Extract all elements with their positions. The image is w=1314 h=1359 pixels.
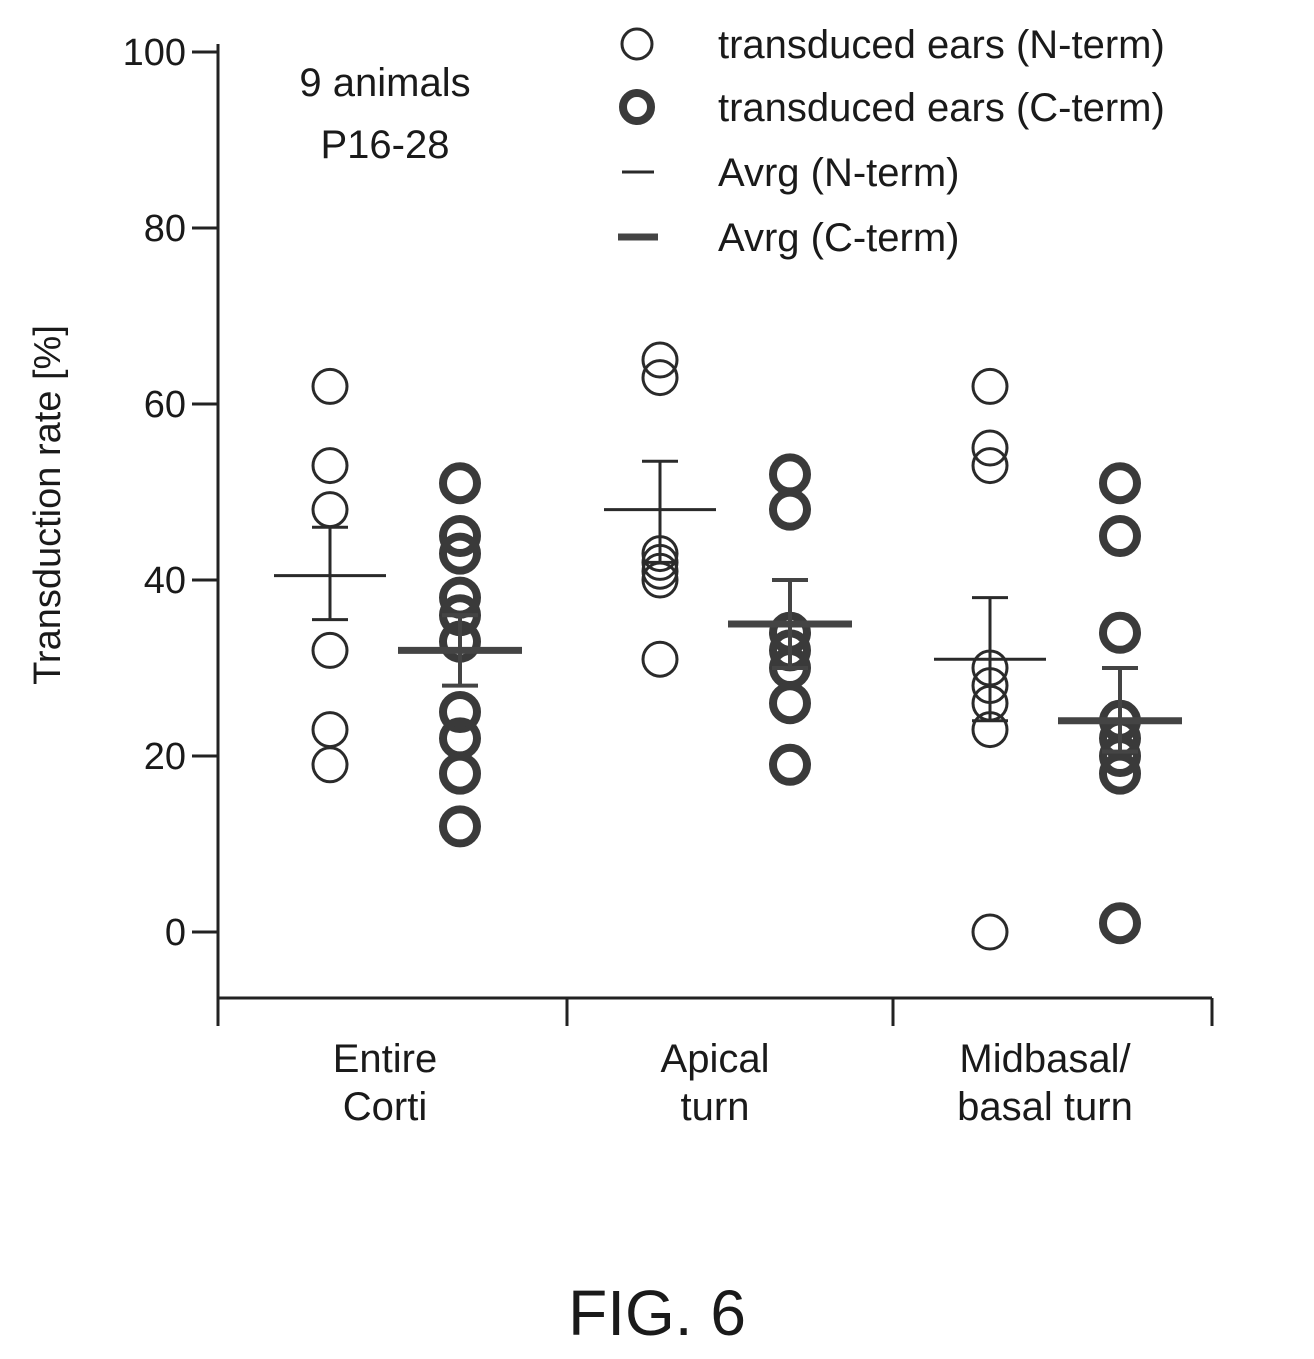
y-tick-label: 0 xyxy=(165,912,186,954)
y-tick-label: 20 xyxy=(144,736,186,778)
annotation: 9 animals P16-28 xyxy=(299,61,470,167)
category-label: Corti xyxy=(343,1085,427,1129)
point-c-term xyxy=(769,488,811,531)
y-tick-label: 40 xyxy=(144,560,186,602)
point-n-term xyxy=(971,429,1009,467)
point-c-term xyxy=(439,752,481,795)
point-c-term xyxy=(1099,515,1141,557)
point-c-term xyxy=(769,743,811,786)
point-c-term xyxy=(439,515,481,557)
point-n-term xyxy=(971,913,1009,951)
legend: transduced ears (N-term) transduced ears … xyxy=(618,23,1165,260)
point-c-term xyxy=(1099,752,1141,795)
category-label: turn xyxy=(681,1085,750,1129)
point-n-term xyxy=(641,341,679,379)
point-n-term xyxy=(641,359,679,397)
point-n-term xyxy=(311,367,349,405)
point-c-term xyxy=(769,682,811,725)
category-label: basal turn xyxy=(957,1085,1133,1129)
point-c-term xyxy=(769,453,811,496)
point-c-term xyxy=(439,805,481,848)
point-c-term xyxy=(1099,902,1141,945)
axes xyxy=(216,44,1212,1000)
annotation-text: P16-28 xyxy=(321,123,450,167)
legend-label: transduced ears (C-term) xyxy=(718,86,1165,130)
point-n-term xyxy=(311,447,349,485)
y-tick-label: 60 xyxy=(144,384,186,426)
point-c-term xyxy=(439,532,481,575)
legend-marker-c-term xyxy=(619,89,655,125)
point-c-term xyxy=(1099,611,1141,654)
legend-label: transduced ears (N-term) xyxy=(718,23,1165,67)
point-c-term xyxy=(439,691,481,733)
category-label: Entire xyxy=(333,1037,438,1081)
figure-caption: FIG. 6 xyxy=(568,1277,746,1349)
category-label: Apical xyxy=(661,1037,770,1081)
y-ticks: 0 20 40 60 80 100 xyxy=(123,32,218,954)
point-n-term xyxy=(971,447,1009,485)
point-n-term xyxy=(311,631,349,669)
legend-label: Avrg (N-term) xyxy=(718,151,959,195)
point-n-term xyxy=(971,367,1009,405)
y-axis-label: Transduction rate [%] xyxy=(27,325,69,685)
annotation-text: 9 animals xyxy=(299,61,470,105)
point-c-term xyxy=(439,462,481,505)
y-tick-label: 100 xyxy=(123,32,186,74)
point-n-term xyxy=(311,746,349,784)
point-n-term xyxy=(641,640,679,678)
data-marks xyxy=(274,341,1182,951)
x-ticks xyxy=(216,998,1214,1026)
category-label: Midbasal/ xyxy=(959,1037,1131,1081)
y-tick-label: 80 xyxy=(144,208,186,250)
point-n-term xyxy=(311,711,349,749)
point-c-term xyxy=(1099,462,1141,505)
point-n-term xyxy=(311,491,349,529)
legend-label: Avrg (C-term) xyxy=(718,216,959,260)
legend-marker-n-term xyxy=(620,27,654,61)
